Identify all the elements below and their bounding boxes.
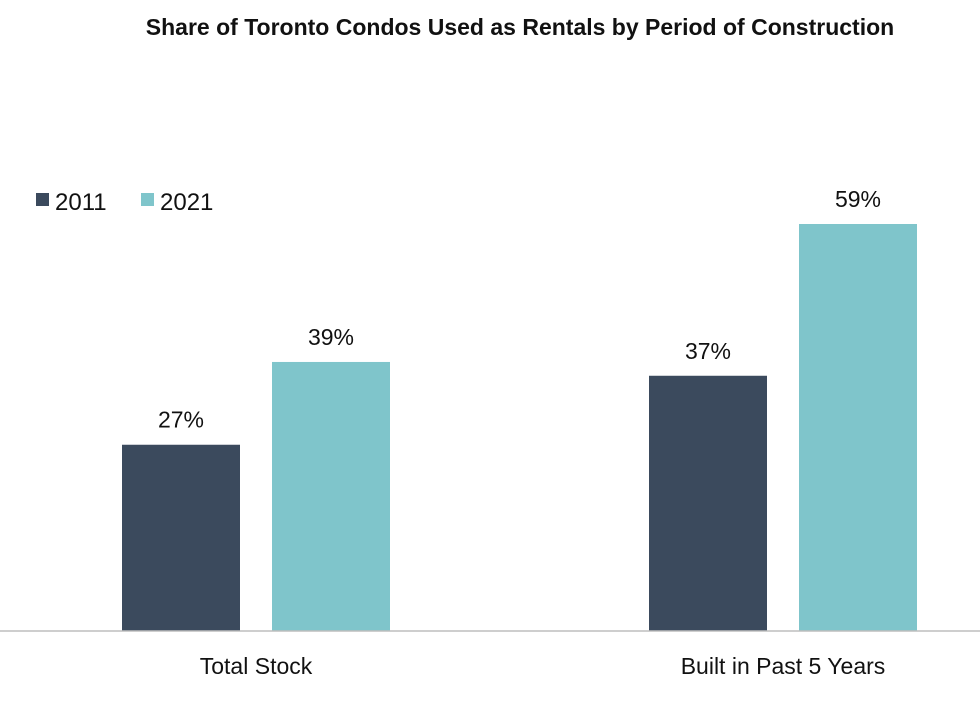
data-label-2011-built-in-past-5-years: 37% — [685, 338, 731, 364]
legend-swatch-2011 — [36, 193, 49, 206]
chart-title: Share of Toronto Condos Used as Rentals … — [146, 14, 894, 40]
bars-group — [122, 224, 917, 631]
data-label-2021-built-in-past-5-years: 59% — [835, 186, 881, 212]
legend-swatch-2021 — [141, 193, 154, 206]
legend-label-2021: 2021 — [160, 189, 213, 216]
bar-2011-total-stock — [122, 444, 240, 631]
bar-2021-total-stock — [272, 361, 390, 631]
bar-2021-built-in-past-5-years — [799, 224, 917, 631]
data-labels-group: 27% 39% 37% 59% — [158, 186, 881, 433]
legend-label-2011: 2011 — [55, 189, 107, 216]
x-tick-label-built-in-past-5-years: Built in Past 5 Years — [681, 653, 886, 679]
data-label-2011-total-stock: 27% — [158, 407, 204, 433]
bar-2011-built-in-past-5-years — [649, 375, 767, 631]
legend: 2011 2021 — [36, 189, 213, 216]
x-tick-label-total-stock: Total Stock — [200, 653, 313, 679]
data-label-2021-total-stock: 39% — [308, 324, 354, 350]
